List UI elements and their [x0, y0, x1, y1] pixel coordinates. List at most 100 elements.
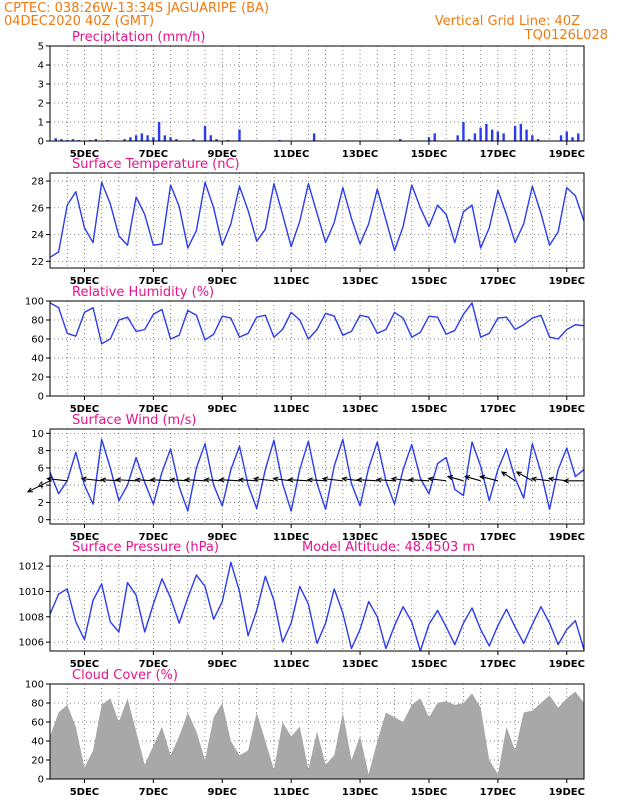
wind-xtick-label: 19DEC [549, 532, 585, 543]
wind-arrow-shaft [342, 478, 361, 482]
precipitation-bar [502, 133, 505, 141]
humidity-ytick-label: 60 [31, 335, 44, 346]
precipitation-bar [146, 135, 149, 141]
pressure-title: Surface Pressure (hPa) [72, 540, 219, 555]
precipitation-bar [456, 135, 459, 141]
model-code: TQ0126L028 [524, 28, 608, 43]
precipitation-xtick-label: 19DEC [549, 149, 585, 160]
precipitation-bar [485, 123, 488, 141]
panel-precipitation: Precipitation (mm/h) 0 1 2 3 4 5 5DEC 7DEC 9DEC 11… [38, 30, 585, 160]
precipitation-bar [490, 129, 494, 141]
humidity-xtick-label: 11DEC [273, 404, 309, 415]
wind-arrow [287, 477, 309, 483]
wind-arrow [530, 476, 550, 482]
wind-arrow [321, 476, 343, 482]
pressure-ytick-label: 1010 [19, 587, 44, 598]
precipitation-ytick-label: 5 [38, 42, 44, 53]
wind-arrow-shaft [428, 478, 447, 482]
humidity-ytick-label: 0 [38, 392, 44, 403]
wind-arrow [183, 477, 206, 483]
wind-arrow-shaft [47, 478, 68, 482]
precipitation-grid [50, 46, 584, 141]
wind-arrow [479, 474, 499, 482]
wind-frame [49, 428, 585, 525]
wind-arrow-shaft [239, 479, 257, 482]
pressure-frame [49, 555, 585, 652]
cloud-cover-frame [49, 683, 585, 780]
precipitation-bar [399, 139, 402, 141]
wind-xtick-label: 7DEC [139, 532, 168, 543]
wind-xtick-label: 11DEC [273, 532, 309, 543]
pressure-ytick-label: 1006 [19, 638, 44, 649]
cloud-cover-xtick-label: 15DEC [411, 787, 447, 798]
cloud-cover-ytick-label: 20 [31, 756, 44, 767]
precipitation-bar [94, 139, 98, 141]
precipitation-bar [479, 127, 482, 141]
temperature-xtick-label: 9DEC [208, 276, 237, 287]
pressure-xtick-label: 7DEC [139, 659, 168, 670]
wind-arrow-head [237, 477, 244, 483]
precipitation-bar [163, 135, 167, 141]
precipitation-xtick-label: 17DEC [480, 149, 516, 160]
humidity-ytick-label: 80 [31, 316, 44, 327]
wind-arrow-shaft [409, 479, 429, 482]
precipitation-bar [215, 139, 218, 141]
cloud-cover-ytick-label: 0 [38, 775, 44, 786]
precipitation-bar [71, 139, 75, 141]
wind-arrow [149, 477, 171, 483]
wind-arrow-shaft [516, 471, 533, 482]
precipitation-bar [525, 129, 528, 141]
precipitation-bar [473, 133, 477, 141]
wind-arrow [341, 476, 361, 482]
wind-arrow [115, 477, 137, 483]
wind-arrow-head [530, 476, 537, 482]
wind-arrow-head [407, 477, 414, 483]
wind-arrow-head [427, 476, 434, 482]
wind-arrow-head [341, 476, 348, 482]
temperature-grid [50, 173, 584, 268]
wind-ytick-label: 4 [38, 481, 44, 492]
cloud-cover-ytick-label: 100 [25, 680, 44, 691]
wind-arrow [218, 477, 240, 483]
cloud-cover-title: Cloud Cover (%) [72, 668, 178, 683]
wind-arrow [500, 471, 516, 482]
temperature-ytick-label: 24 [31, 230, 44, 241]
wind-arrow-head [100, 477, 107, 483]
wind-xtick-label: 17DEC [480, 532, 516, 543]
precipitation-xtick-label: 13DEC [342, 149, 378, 160]
precipitation-bar [577, 133, 580, 141]
wind-arrow-head [218, 477, 225, 483]
humidity-ytick-label: 20 [31, 373, 44, 384]
wind-arrow-head [515, 471, 522, 477]
pressure-xtick-label: 9DEC [208, 659, 237, 670]
humidity-xtick-label: 13DEC [342, 404, 378, 415]
wind-arrow-shaft [135, 479, 154, 482]
humidity-xtick-label: 5DEC [70, 404, 99, 415]
pressure-series-line [49, 561, 585, 652]
pressure-xtick-label: 13DEC [342, 659, 378, 670]
wind-arrow-shaft [391, 478, 412, 482]
precipitation-ytick-label: 2 [38, 99, 44, 110]
precipitation-xtick-label: 11DEC [273, 149, 309, 160]
precipitation-bar [129, 137, 132, 141]
pressure-xtick-label: 19DEC [549, 659, 585, 670]
pressure-grid [50, 556, 584, 651]
wind-arrow [168, 477, 188, 483]
wind-arrow-head [547, 476, 555, 482]
wind-arrows [26, 471, 584, 493]
precipitation-bar [169, 137, 172, 141]
panel-cloud-cover: Cloud Cover (%) 0 20 40 60 80 100 5DEC 7DEC 9DEC 1… [25, 668, 585, 798]
wind-arrow [272, 476, 292, 482]
precipitation-bar [519, 123, 523, 141]
precipitation-xtick-label: 9DEC [208, 149, 237, 160]
precipitation-bars [54, 122, 580, 141]
wind-arrow-head [356, 477, 363, 483]
wind-title: Surface Wind (m/s) [72, 413, 196, 428]
pressure-xtick-label: 17DEC [480, 659, 516, 670]
precipitation-title: Precipitation (mm/h) [72, 30, 205, 45]
humidity-xtick-label: 19DEC [549, 404, 585, 415]
wind-arrow [390, 476, 412, 482]
precipitation-bar [157, 122, 161, 141]
precipitation-bar [427, 137, 431, 141]
precipitation-bar [433, 133, 436, 141]
